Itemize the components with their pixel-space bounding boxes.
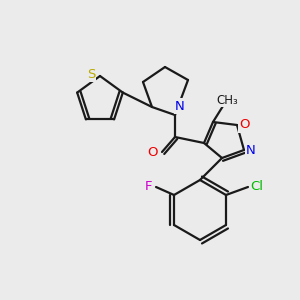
Text: S: S [87, 68, 95, 80]
Text: F: F [144, 181, 152, 194]
Text: N: N [246, 143, 256, 157]
Text: O: O [148, 146, 158, 158]
Text: CH₃: CH₃ [216, 94, 238, 106]
Text: Cl: Cl [250, 181, 263, 194]
Text: O: O [239, 118, 249, 131]
Text: N: N [175, 100, 185, 112]
